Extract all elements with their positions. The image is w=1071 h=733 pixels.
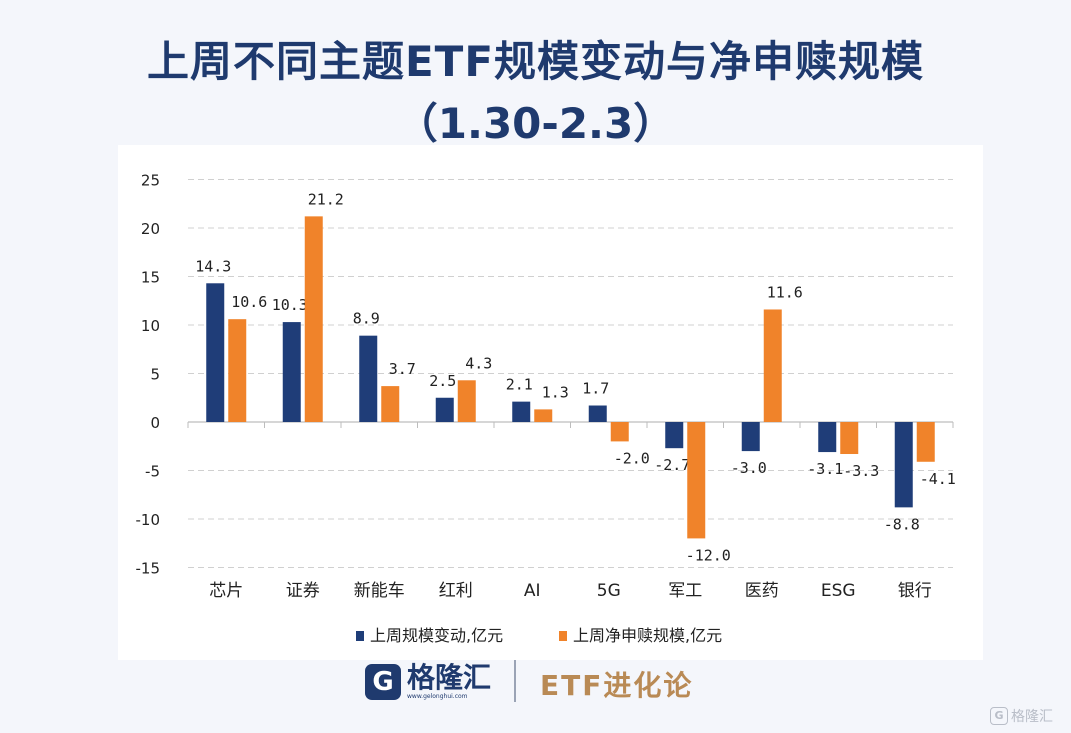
bar-net-subscription (840, 422, 859, 455)
y-tick-label: 0 (150, 414, 160, 432)
footer-divider (514, 660, 516, 702)
y-tick-label: 20 (141, 220, 160, 238)
bar-scale-change (818, 422, 837, 453)
data-label: 10.3 (272, 296, 308, 314)
data-label: 11.6 (767, 283, 803, 301)
bar-scale-change (282, 322, 301, 422)
bar-net-subscription (457, 380, 476, 422)
bar-net-subscription (534, 409, 553, 422)
bar-scale-change (359, 335, 378, 422)
gelonghui-logo: G 格隆汇 www.gelonghui.com (365, 662, 491, 702)
gelonghui-logo-icon: G (365, 664, 401, 700)
y-tick-label: -10 (136, 511, 161, 529)
legend-label: 上周净申赎规模,亿元 (573, 626, 722, 645)
bar-scale-change (512, 401, 531, 422)
legend-swatch (356, 631, 364, 641)
bar-net-subscription (763, 309, 782, 422)
x-tick-label: 军工 (668, 581, 702, 601)
legend-swatch (559, 631, 567, 641)
data-label: 21.2 (308, 190, 344, 208)
bar-scale-change (894, 422, 913, 508)
bar-net-subscription (304, 216, 323, 422)
x-tick-label: AI (524, 581, 541, 601)
y-tick-label: 5 (150, 366, 160, 384)
bar-net-subscription (687, 422, 706, 539)
bar-scale-change (206, 283, 225, 422)
data-label: -2.0 (614, 449, 650, 467)
data-label: -2.7 (654, 456, 690, 474)
plot-panel (118, 145, 983, 660)
bar-scale-change (665, 422, 684, 449)
data-label: 2.5 (429, 372, 456, 390)
y-tick-label: -5 (145, 463, 160, 481)
data-label: 2.1 (506, 376, 533, 394)
x-tick-label: 银行 (898, 581, 932, 601)
x-tick-label: 红利 (439, 581, 473, 601)
bar-scale-change (741, 422, 760, 452)
watermark-text: 格隆汇 (1011, 709, 1053, 725)
x-tick-label: 新能车 (354, 581, 405, 601)
watermark-logo-icon: G (990, 707, 1008, 725)
chart-title: 上周不同主题ETF规模变动与净申赎规模 (146, 37, 925, 86)
bar-scale-change (435, 397, 454, 422)
x-tick-label: 5G (597, 581, 621, 601)
data-label: -3.1 (807, 460, 843, 478)
bar-net-subscription (610, 422, 629, 442)
data-label: 1.3 (542, 383, 569, 401)
data-label: -12.0 (686, 546, 731, 564)
watermark: G 格隆汇 (990, 706, 1053, 726)
chart-subtitle-date-range: （1.30-2.3） (395, 99, 676, 148)
y-tick-label: 25 (141, 172, 160, 190)
x-tick-label: 医药 (745, 581, 779, 601)
bar-net-subscription (228, 319, 247, 422)
x-tick-label: 芯片 (209, 581, 243, 601)
footer-brand: ETF进化论 (540, 669, 694, 702)
bar-net-subscription (381, 386, 400, 422)
y-tick-label: 15 (141, 269, 160, 287)
y-tick-label: 10 (141, 317, 160, 335)
logo-url: www.gelonghui.com (407, 693, 468, 700)
bar-scale-change (588, 405, 607, 422)
bar-net-subscription (916, 422, 935, 462)
data-label: 1.7 (582, 380, 609, 398)
legend-label: 上周规模变动,亿元 (370, 626, 503, 645)
data-label: 10.6 (231, 293, 267, 311)
data-label: -3.3 (843, 462, 879, 480)
data-label: -4.1 (920, 470, 956, 488)
data-label: 4.3 (465, 354, 492, 372)
x-tick-label: ESG (821, 581, 856, 601)
data-label: -3.0 (731, 459, 767, 477)
data-label: 8.9 (353, 310, 380, 328)
data-label: -8.8 (884, 515, 920, 533)
logo-text: 格隆汇 (407, 661, 492, 694)
x-tick-label: 证券 (286, 581, 320, 601)
data-label: 3.7 (389, 360, 416, 378)
y-tick-label: -15 (136, 560, 161, 578)
data-label: 14.3 (195, 257, 231, 275)
